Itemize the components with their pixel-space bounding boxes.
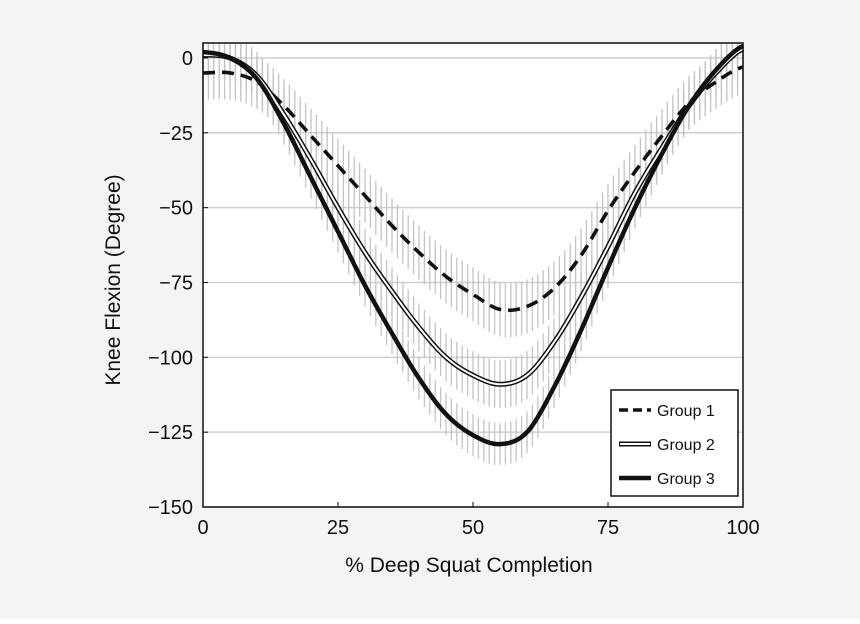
legend-label: Group 3 xyxy=(657,471,715,488)
series-line-inner xyxy=(202,48,744,386)
y-tick-label: −125 xyxy=(148,422,193,444)
y-tick-label: 0 xyxy=(182,48,193,70)
y-tick-label: −150 xyxy=(148,497,193,519)
x-tick-label: 0 xyxy=(197,517,208,539)
y-tick-label: −75 xyxy=(159,272,193,294)
series-2 xyxy=(202,46,745,387)
legend-item-1: Group 1 xyxy=(619,403,715,420)
x-axis-ticks: 0 25 50 75 100 xyxy=(197,502,760,539)
y-tick-label: −50 xyxy=(159,198,193,220)
series-3 xyxy=(202,43,745,447)
y-axis-label: Knee Flexion (Degree) xyxy=(102,174,125,385)
x-tick-label: 25 xyxy=(327,517,349,539)
series-line-solid xyxy=(202,43,745,447)
y-tick-label: −100 xyxy=(148,347,193,369)
legend-items: Group 1 Group 2 Group 3 xyxy=(619,403,715,488)
y-axis-ticks: 0 −25 −50 −75 −100 −125 −150 xyxy=(148,48,208,519)
x-axis-label: % Deep Squat Completion xyxy=(345,554,592,577)
x-tick-label: 100 xyxy=(726,517,759,539)
y-tick-label: −25 xyxy=(159,123,193,145)
legend-label: Group 1 xyxy=(657,403,715,420)
legend: Group 1 Group 2 Group 3 xyxy=(610,389,739,497)
series-line-dashed xyxy=(202,65,744,313)
legend-label: Group 2 xyxy=(657,437,715,454)
x-tick-label: 50 xyxy=(462,517,484,539)
legend-item-2: Group 2 xyxy=(619,437,715,454)
legend-item-3: Group 3 xyxy=(619,471,715,488)
x-tick-label: 75 xyxy=(597,517,619,539)
series-lines xyxy=(202,43,745,447)
series-1 xyxy=(202,65,744,313)
